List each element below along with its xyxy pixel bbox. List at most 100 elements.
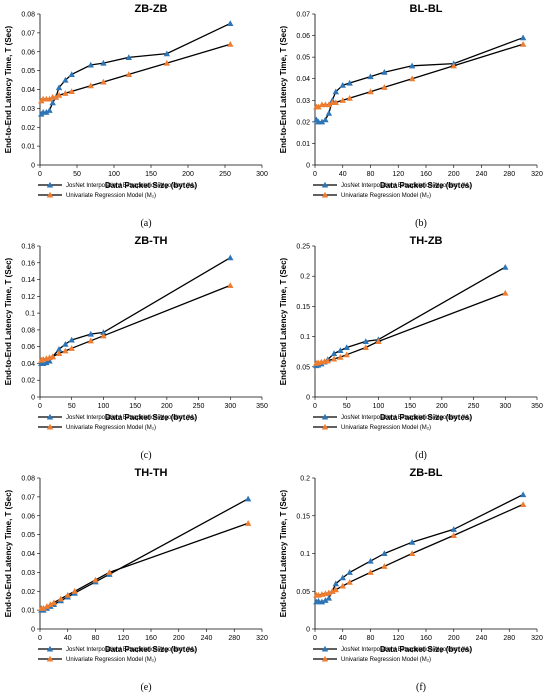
- x-tick-label: 120: [392, 171, 404, 178]
- legend-marker: [46, 191, 54, 198]
- x-tick-label: 240: [201, 635, 213, 642]
- x-tick-label: 240: [476, 635, 488, 642]
- series-1-point: [55, 84, 63, 91]
- y-tick-label: 0.05: [296, 589, 310, 596]
- legend-marker: [46, 645, 54, 652]
- series-1-point: [408, 538, 416, 545]
- x-tick-label: 200: [436, 403, 448, 410]
- series-1-point: [519, 34, 527, 41]
- x-axis-label: Data Packet Size (bytes): [105, 645, 197, 654]
- legend-marker: [46, 423, 54, 430]
- series-1-point: [46, 357, 53, 364]
- y-tick-label: 0.07: [21, 494, 35, 501]
- series-2-line: [316, 43, 524, 108]
- chart-panel-c: 0 0.02 0.04 0.06 0.08 0.1 0.12 0.14 0.16 0.18 0 50 1…: [0, 232, 275, 464]
- series-2-point: [68, 88, 75, 94]
- x-tick-label: 100: [98, 403, 110, 410]
- panel-caption: (a): [140, 218, 151, 229]
- series-2-point: [375, 338, 382, 344]
- series-2-point: [339, 97, 346, 103]
- legend-label: JosNet Interpolation/ Extrapolation Algo…: [66, 415, 197, 421]
- series-2-point: [381, 563, 388, 569]
- series-2-point: [49, 353, 56, 360]
- series-1-point: [343, 344, 350, 351]
- plot-area: 0 0.02 0.04 0.06 0.08 0.1 0.12 0.14 0.16 0.18 0 50 1…: [21, 244, 268, 411]
- chart-panel-e: 0 0.01 0.02 0.03 0.04 0.05 0.06 0.07 0.08 0 40 80 12…: [0, 464, 275, 696]
- x-tick-label: 150: [404, 403, 416, 410]
- x-tick-label: 320: [256, 635, 268, 642]
- y-tick-label: 0.05: [21, 532, 35, 539]
- x-tick-label: 120: [392, 635, 404, 642]
- y-tick-label: 0.08: [21, 327, 35, 334]
- series-2-point: [50, 599, 58, 606]
- series-2-point: [367, 569, 374, 575]
- series-1-point: [125, 54, 132, 60]
- legend-marker: [46, 181, 54, 188]
- y-tick-label: 0.05: [296, 364, 310, 371]
- series-2-point: [519, 501, 527, 507]
- series-1-point: [46, 107, 53, 113]
- x-tick-label: 350: [256, 403, 268, 410]
- legend-label: Univariate Regression Model (M₂): [66, 425, 156, 431]
- series-1-point: [346, 569, 353, 575]
- x-axis-label: Data Packet Size (bytes): [380, 413, 472, 422]
- y-tick-label: 0.07: [21, 30, 35, 37]
- series-1-line: [316, 266, 506, 367]
- plot-area: 0 0.01 0.02 0.03 0.04 0.05 0.06 0.07 0 40 80 120 160…: [296, 12, 543, 179]
- y-tick-label: 0.04: [296, 76, 310, 83]
- y-tick-label: 0.03: [21, 106, 35, 113]
- series-2-point: [227, 41, 234, 47]
- x-tick-label: 150: [129, 403, 141, 410]
- x-tick-label: 50: [343, 403, 351, 410]
- series-2-point: [367, 88, 374, 95]
- y-tick-label: 0.03: [21, 570, 35, 577]
- y-tick-label: 0.05: [21, 68, 35, 75]
- chart-title: TH-TH: [135, 467, 168, 479]
- x-tick-label: 200: [161, 403, 173, 410]
- series-2-point: [324, 357, 331, 364]
- series-1-point: [322, 116, 329, 123]
- y-tick-label: 0.15: [296, 304, 310, 311]
- legend-label: JosNet Interpolation/ Extrapolation Algo…: [341, 647, 472, 653]
- series-2-point: [450, 532, 457, 538]
- x-tick-label: 200: [448, 171, 460, 178]
- x-tick-label: 150: [145, 171, 157, 178]
- series-2-point: [71, 588, 78, 594]
- series-1-point: [322, 597, 329, 603]
- series-1-point: [502, 263, 509, 270]
- series-1-point: [49, 99, 56, 106]
- x-tick-label: 100: [108, 171, 120, 178]
- series-2-point: [68, 345, 75, 351]
- series-1-line: [315, 37, 524, 123]
- y-tick-label: 0.04: [21, 361, 35, 368]
- x-tick-label: 240: [476, 171, 488, 178]
- y-axis-label: End-to-End Latency Time, T (Sec): [279, 25, 288, 153]
- series-1-point: [163, 50, 171, 57]
- y-tick-label: 0.25: [296, 244, 310, 251]
- series-2-point: [46, 95, 53, 102]
- series-2-point: [92, 576, 99, 583]
- series-2-point: [55, 350, 63, 356]
- series-1-point: [330, 350, 338, 357]
- plot-area: 0 0.01 0.02 0.03 0.04 0.05 0.06 0.07 0.08 0 50 100 1…: [21, 12, 268, 179]
- series-1-point: [408, 62, 416, 69]
- series-2-point: [52, 93, 60, 100]
- series-2-point: [125, 71, 132, 77]
- series-1-point: [367, 73, 374, 80]
- series-1-point: [43, 359, 50, 366]
- y-tick-label: 0.15: [296, 513, 310, 520]
- x-tick-label: 200: [448, 635, 460, 642]
- series-2-point: [346, 94, 353, 101]
- y-tick-label: 0.02: [21, 378, 35, 385]
- chart-a: 0 0.01 0.02 0.03 0.04 0.05 0.06 0.07 0.08 0 50 100 1…: [4, 3, 268, 229]
- y-tick-label: 0.02: [296, 119, 310, 126]
- series-1-point: [100, 59, 107, 66]
- chart-title: BL-BL: [410, 3, 443, 15]
- series-2-point: [325, 589, 333, 596]
- y-tick-label: 0: [306, 627, 310, 634]
- chart-title: ZB-ZB: [135, 3, 168, 15]
- series-1-point: [519, 491, 527, 498]
- series-1-point: [244, 495, 252, 502]
- legend-label: Univariate Regression Model (M₂): [341, 425, 431, 431]
- y-tick-label: 0.04: [21, 551, 35, 558]
